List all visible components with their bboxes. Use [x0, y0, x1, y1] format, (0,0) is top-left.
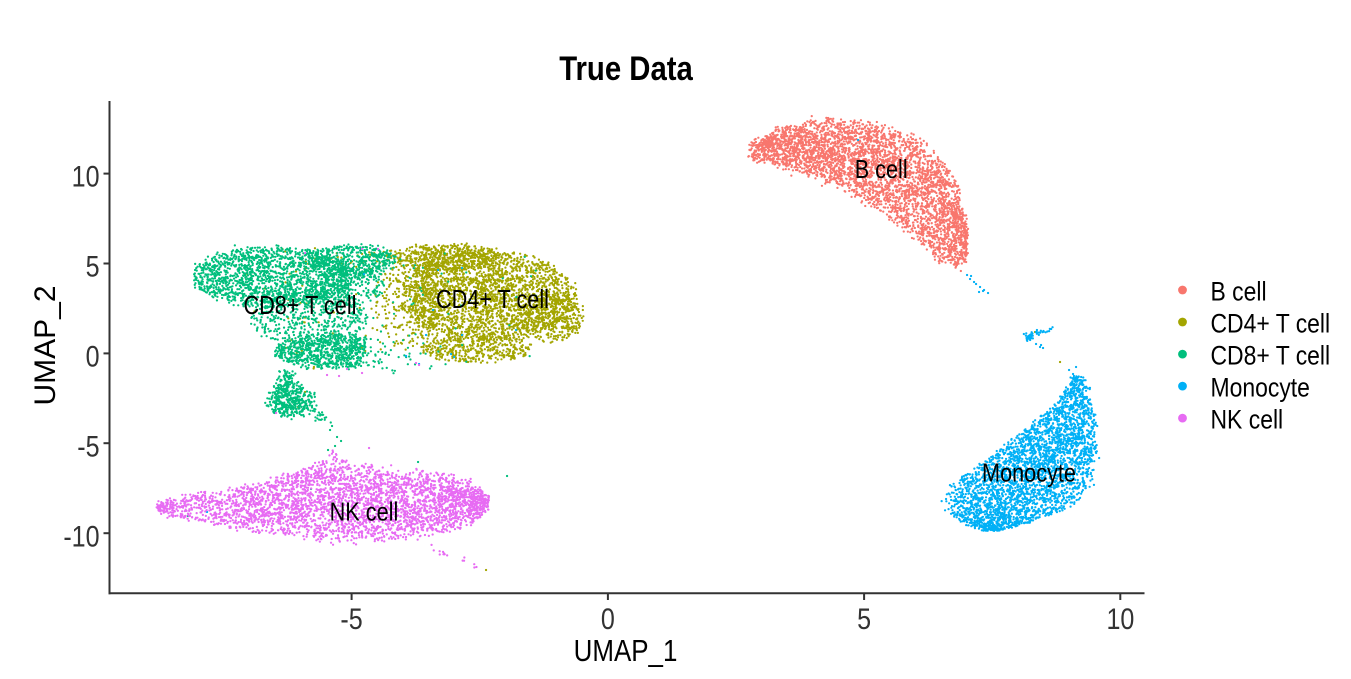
- svg-text:NK cell: NK cell: [1210, 405, 1283, 435]
- svg-text:CD8+ T cell: CD8+ T cell: [243, 292, 356, 320]
- svg-text:UMAP_1: UMAP_1: [574, 633, 678, 667]
- svg-text:B cell: B cell: [1210, 277, 1266, 307]
- svg-text:10: 10: [72, 160, 100, 193]
- svg-text:-5: -5: [77, 429, 99, 462]
- svg-text:10: 10: [1106, 602, 1134, 635]
- svg-text:0: 0: [86, 340, 100, 373]
- svg-text:UMAP_2: UMAP_2: [29, 285, 62, 405]
- svg-text:-5: -5: [340, 602, 362, 635]
- svg-text:B cell: B cell: [855, 156, 908, 184]
- svg-text:5: 5: [86, 250, 100, 283]
- svg-text:Monocyte: Monocyte: [1210, 373, 1309, 403]
- svg-text:CD4+ T cell: CD4+ T cell: [436, 286, 549, 314]
- svg-text:-10: -10: [63, 519, 99, 552]
- svg-text:NK cell: NK cell: [330, 499, 399, 527]
- svg-text:CD8+ T cell: CD8+ T cell: [1210, 341, 1330, 371]
- svg-text:CD4+ T cell: CD4+ T cell: [1210, 309, 1330, 339]
- svg-text:5: 5: [857, 602, 871, 635]
- svg-text:0: 0: [601, 602, 615, 635]
- svg-text:Monocyte: Monocyte: [982, 460, 1076, 488]
- svg-text:True Data: True Data: [559, 49, 693, 88]
